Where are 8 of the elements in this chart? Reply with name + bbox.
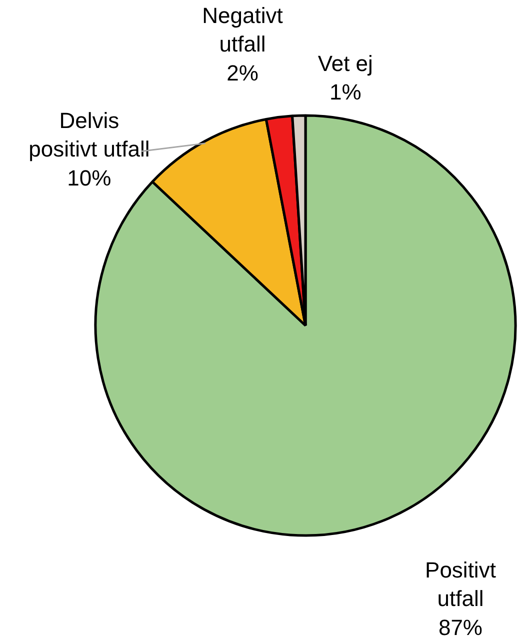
data-label: 1% <box>330 80 362 105</box>
data-label: 2% <box>226 60 258 86</box>
slice-label: Positivt utfall <box>425 557 496 611</box>
data-label: 87% <box>438 614 483 640</box>
slice-label: Negativt utfall <box>202 2 283 57</box>
data-label: 10% <box>67 165 112 190</box>
slice-label: Vet ej <box>318 50 373 76</box>
slice-label: Delvis positivt utfall <box>28 108 150 162</box>
